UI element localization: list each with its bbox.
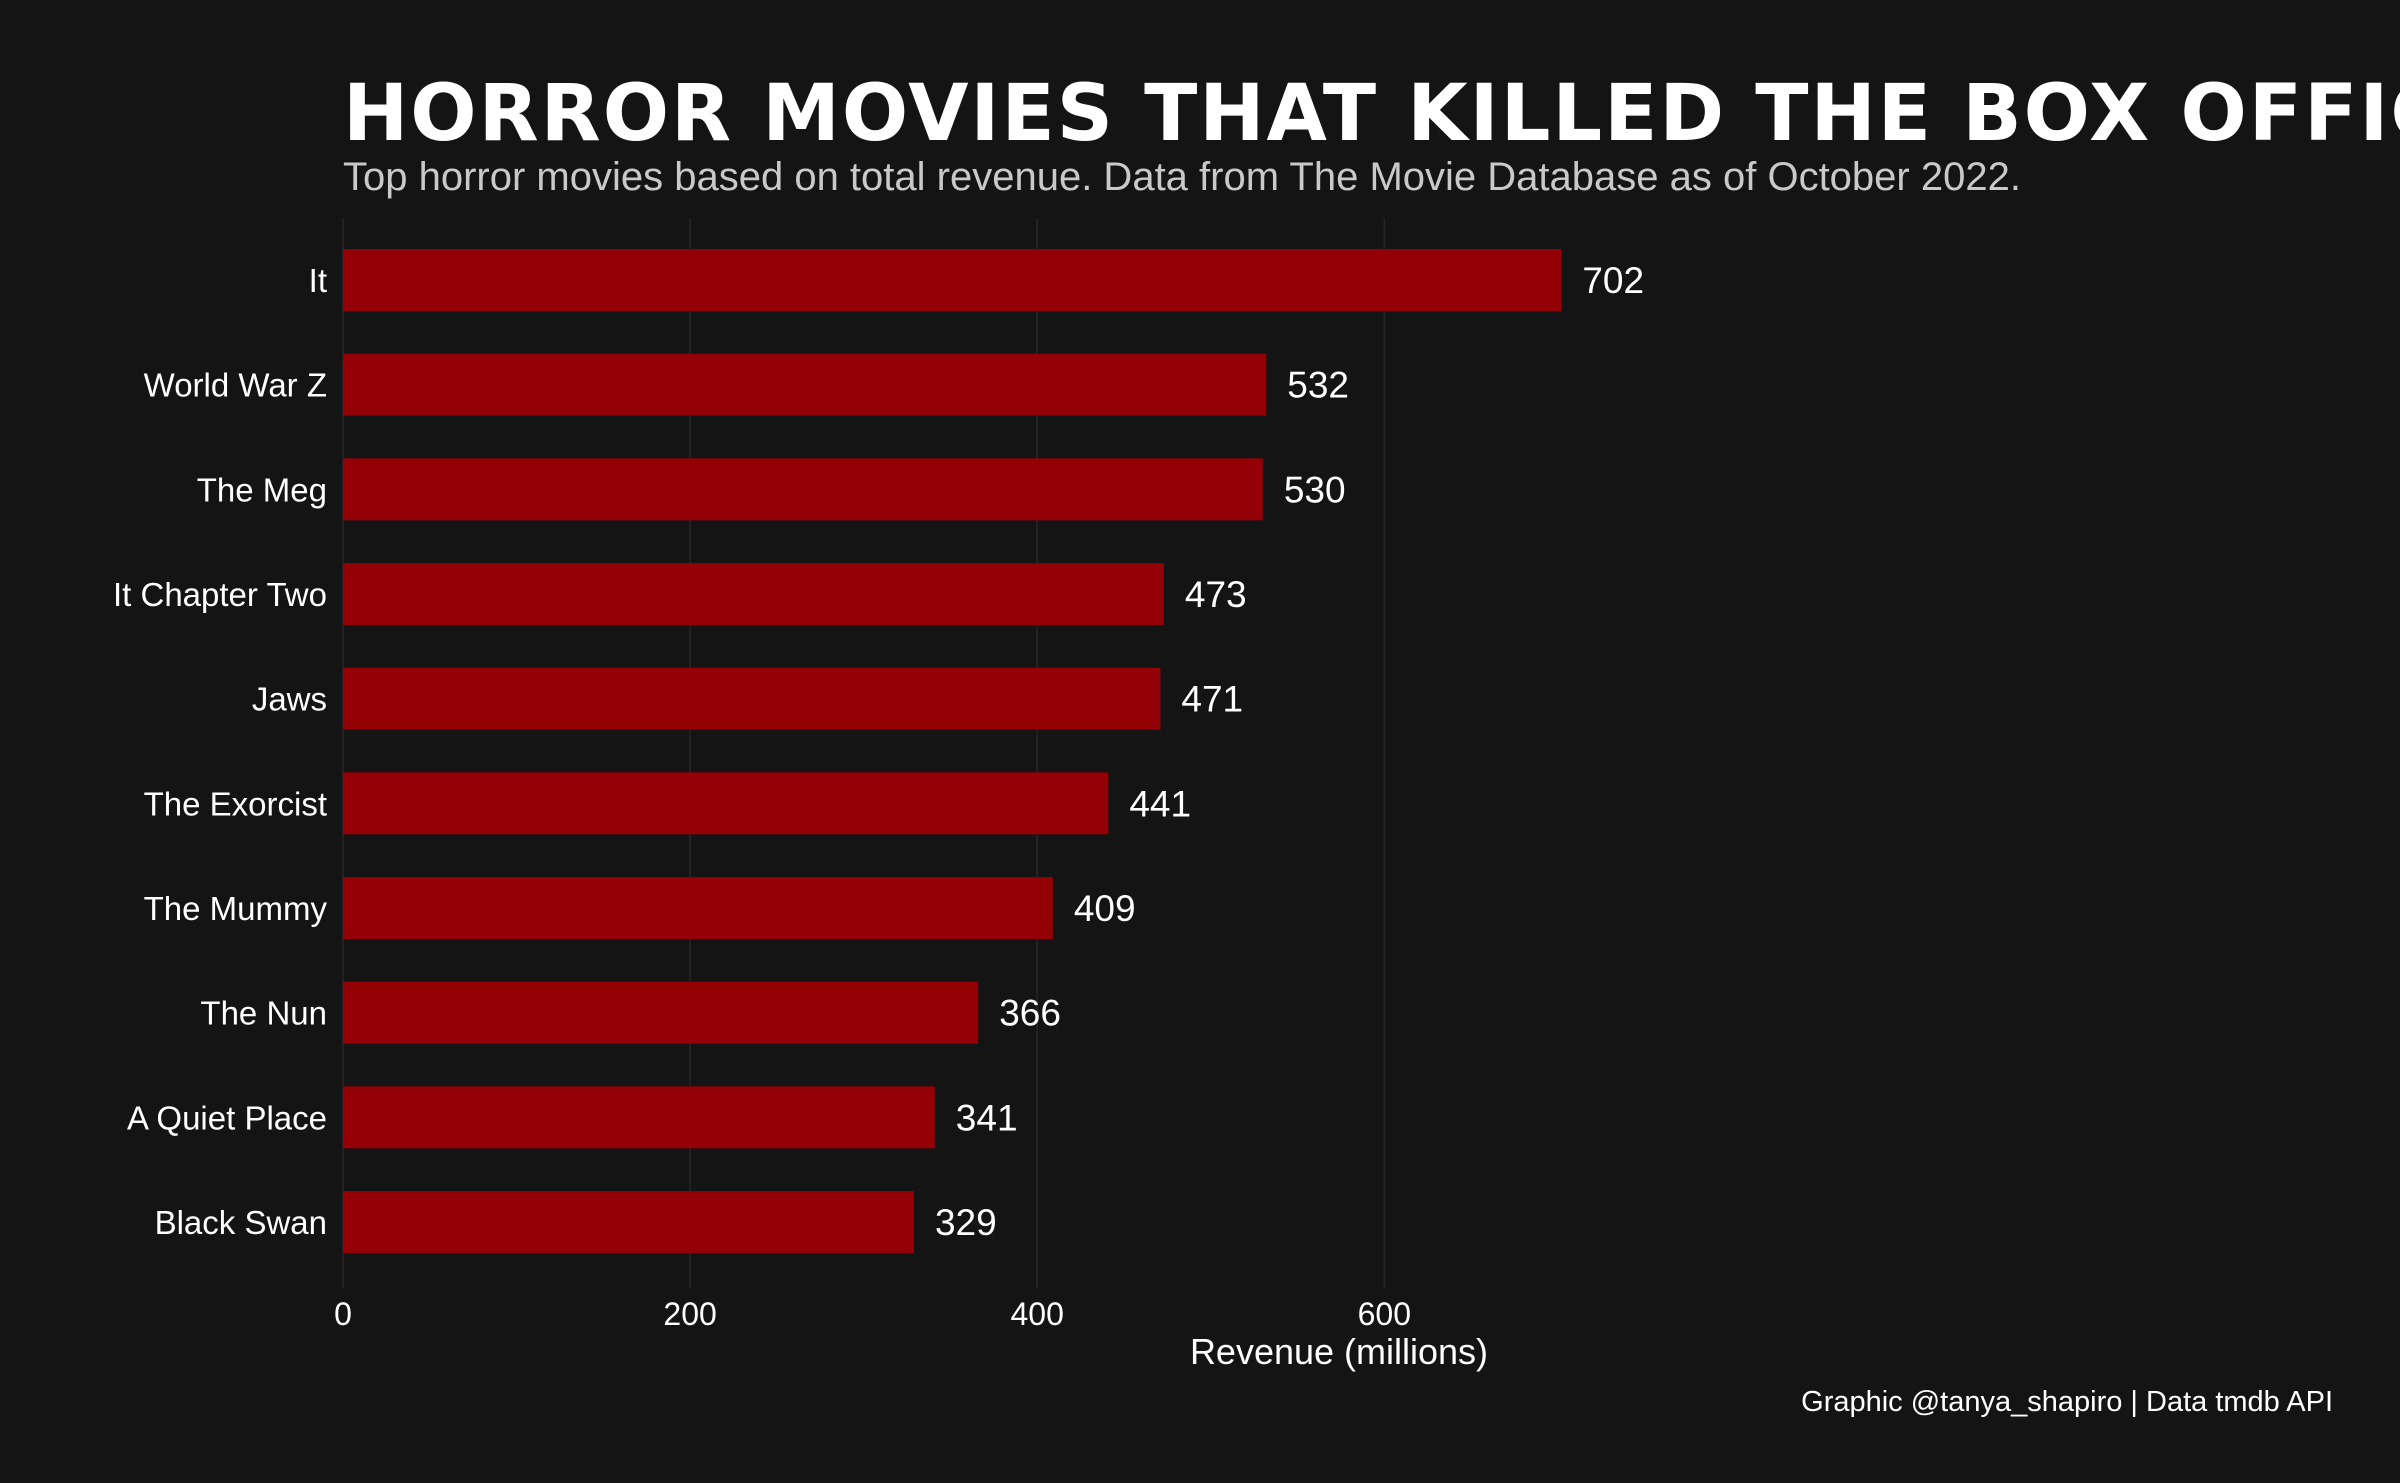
category-label: A Quiet Place bbox=[127, 1099, 327, 1136]
labels: 0 200 400 600 It 702 World War Z 532 The Meg 530 I… bbox=[113, 260, 1644, 1332]
value-label: 366 bbox=[999, 993, 1061, 1034]
bar bbox=[343, 981, 979, 1044]
bar bbox=[343, 1086, 935, 1149]
x-tick-label: 0 bbox=[334, 1296, 352, 1332]
value-label: 702 bbox=[1582, 260, 1644, 301]
bar bbox=[343, 667, 1161, 730]
value-label: 471 bbox=[1181, 679, 1243, 720]
bar bbox=[343, 458, 1263, 521]
bars bbox=[343, 249, 1562, 1254]
category-label: The Meg bbox=[197, 471, 327, 508]
x-tick-label: 200 bbox=[663, 1296, 716, 1332]
chart-title: HORROR MOVIES THAT KILLED THE BOX OFFICE bbox=[343, 69, 2400, 159]
category-label: World War Z bbox=[144, 367, 327, 404]
category-label: It Chapter Two bbox=[113, 576, 327, 613]
category-label: It bbox=[309, 262, 327, 299]
category-label: Black Swan bbox=[155, 1204, 327, 1241]
bar bbox=[343, 1191, 914, 1254]
value-label: 409 bbox=[1074, 888, 1136, 929]
x-tick-label: 600 bbox=[1358, 1296, 1411, 1332]
value-label: 341 bbox=[956, 1097, 1018, 1138]
value-label: 532 bbox=[1287, 365, 1349, 406]
value-label: 329 bbox=[935, 1202, 997, 1243]
category-label: The Nun bbox=[200, 995, 327, 1032]
bar bbox=[343, 772, 1109, 835]
bar bbox=[343, 877, 1053, 940]
category-label: The Mummy bbox=[144, 890, 328, 927]
bar bbox=[343, 353, 1267, 416]
value-label: 473 bbox=[1185, 574, 1247, 615]
bar bbox=[343, 249, 1562, 311]
category-label: The Exorcist bbox=[144, 785, 327, 822]
x-axis-title: Revenue (millions) bbox=[1190, 1331, 1488, 1372]
chart-subtitle: Top horror movies based on total revenue… bbox=[343, 155, 2021, 199]
chart-caption: Graphic @tanya_shapiro | Data tmdb API bbox=[1801, 1386, 2333, 1418]
bar bbox=[343, 563, 1164, 626]
category-label: Jaws bbox=[252, 681, 327, 718]
x-tick-label: 400 bbox=[1011, 1296, 1064, 1332]
value-label: 530 bbox=[1284, 469, 1346, 510]
value-label: 441 bbox=[1129, 783, 1191, 824]
